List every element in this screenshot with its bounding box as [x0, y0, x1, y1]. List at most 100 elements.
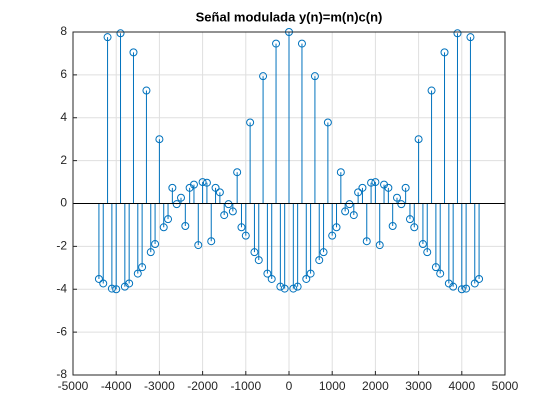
stem-marker [116, 29, 125, 38]
stem-marker [436, 269, 445, 278]
stem-marker [345, 200, 354, 209]
stem-marker [453, 29, 462, 38]
y-tick-label: -6 [56, 324, 67, 338]
stem-marker [146, 248, 155, 257]
stem-marker [336, 168, 345, 177]
stem-marker [332, 223, 341, 232]
stem-marker [375, 241, 384, 250]
stem-marker [449, 282, 458, 291]
stem-marker [133, 269, 142, 278]
stem-marker [405, 215, 414, 224]
stem-marker [341, 207, 350, 216]
stem-marker [457, 285, 466, 294]
stem-marker [142, 86, 151, 95]
stem-marker [466, 33, 475, 42]
stem-marker [224, 200, 233, 209]
x-tick-label: 2000 [362, 379, 389, 393]
y-tick-label: -8 [56, 367, 67, 381]
stem-marker [397, 200, 406, 209]
stem-marker [462, 284, 471, 293]
stem-marker [349, 211, 358, 220]
stem-marker [159, 223, 168, 232]
stem-marker [198, 178, 207, 187]
stem-marker [414, 135, 423, 144]
stem-marker [358, 183, 367, 192]
y-tick-label: 2 [60, 153, 67, 167]
stem-marker [237, 223, 246, 232]
stem-marker [384, 183, 393, 192]
stem-marker [164, 215, 173, 224]
stem-marker [310, 72, 319, 81]
stem-marker [207, 237, 216, 246]
stem-marker [276, 282, 285, 291]
stem-marker [259, 72, 268, 81]
stem-marker [189, 180, 198, 189]
stem-marker [431, 263, 440, 272]
stem-marker [315, 256, 324, 265]
stem-marker [194, 241, 203, 250]
y-tick-label: 4 [60, 110, 67, 124]
stem-marker [319, 248, 328, 257]
stem-marker [371, 178, 380, 187]
stem-marker [440, 48, 449, 57]
x-tick-label: 3000 [405, 379, 432, 393]
stem-marker [393, 193, 401, 202]
stem-marker [250, 248, 259, 257]
x-tick-label: -1000 [230, 379, 261, 393]
stem-marker [99, 279, 108, 288]
stem-marker [241, 231, 250, 240]
stem-marker [354, 188, 363, 197]
stem-marker [155, 135, 164, 144]
stem-marker [410, 223, 419, 232]
x-tick-label: -3000 [144, 379, 175, 393]
stem-marker [138, 263, 147, 272]
stem-marker [202, 178, 211, 187]
y-tick-label: 8 [60, 24, 67, 38]
y-tick-label: 0 [60, 196, 67, 210]
stem-marker [112, 285, 121, 294]
stem-marker [272, 39, 281, 48]
stem-marker [263, 269, 272, 278]
stem-marker [423, 248, 432, 257]
stem-marker [475, 274, 484, 283]
stem-marker [246, 118, 255, 127]
stem-marker [362, 237, 371, 246]
y-tick-label: -2 [56, 239, 67, 253]
stem-marker [323, 118, 332, 127]
plot-frame [72, 31, 506, 376]
stem-marker [168, 183, 177, 192]
stem-marker [306, 269, 315, 278]
x-tick-label: 5000 [492, 379, 519, 393]
y-tick-label: 6 [60, 67, 67, 81]
stem-marker [228, 207, 237, 216]
stem-marker [125, 279, 134, 288]
stem-marker [297, 39, 306, 48]
stem-marker [177, 193, 185, 202]
x-tick-label: -5000 [58, 379, 89, 393]
y-tick-label: -4 [56, 281, 67, 295]
stem-marker [302, 274, 311, 283]
x-tick-label: -4000 [101, 379, 132, 393]
stem-marker [107, 284, 116, 293]
x-tick-label: 1000 [319, 379, 346, 393]
stem-marker [367, 178, 376, 187]
stem-marker [418, 240, 427, 249]
stem-marker [289, 284, 298, 293]
stem-marker [151, 240, 160, 249]
stem-marker [215, 188, 224, 197]
stem-marker [267, 274, 276, 283]
stem-marker [103, 33, 112, 42]
stem-marker [328, 231, 337, 240]
stem-marker [181, 222, 190, 231]
x-tick-label: -2000 [187, 379, 218, 393]
stem-marker [233, 168, 242, 177]
stem-marker [427, 86, 436, 95]
stem-marker [293, 282, 302, 291]
stem-marker [211, 183, 220, 192]
stem-marker [401, 183, 410, 192]
stem-marker [280, 284, 289, 293]
x-tick-label: 4000 [448, 379, 475, 393]
stem-marker [254, 256, 263, 265]
stem-marker [470, 279, 479, 288]
